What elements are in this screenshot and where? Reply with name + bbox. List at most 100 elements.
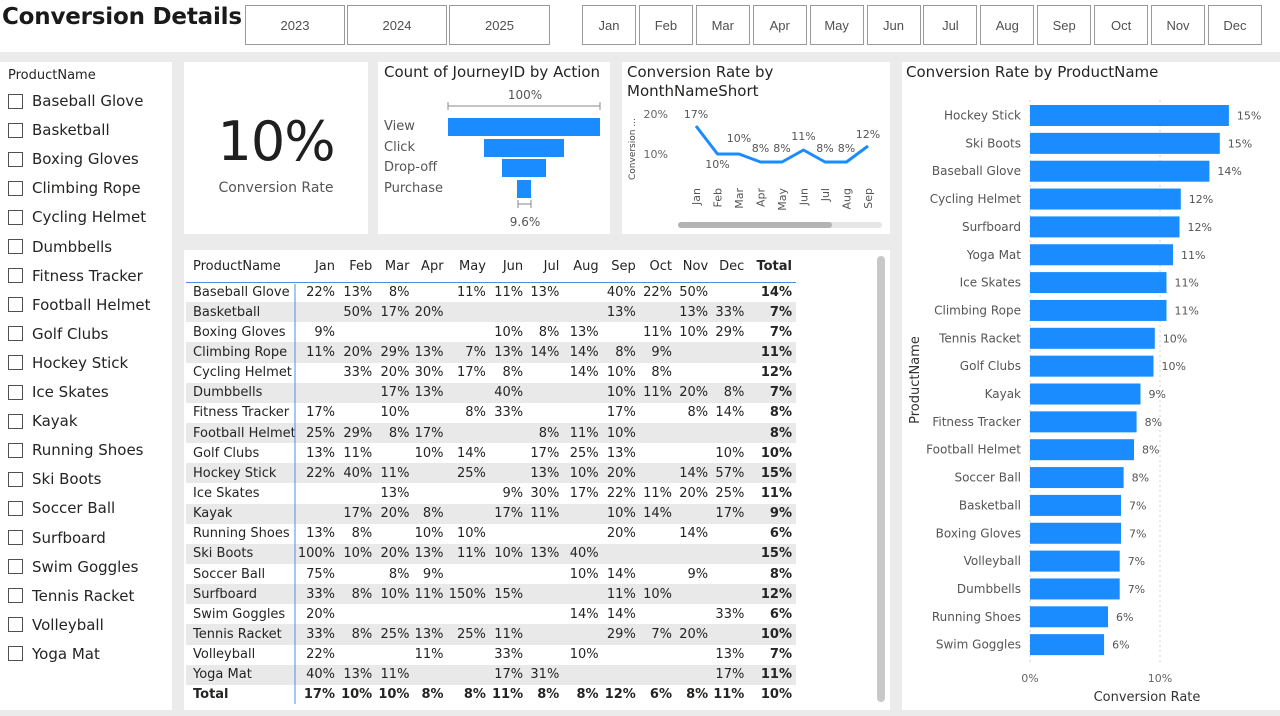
month-jul-button[interactable]: Jul — [923, 5, 978, 45]
product-option-volleyball[interactable]: Volleyball — [8, 614, 104, 636]
bar-soccer-ball[interactable] — [1030, 467, 1124, 489]
year-2025-button[interactable]: 2025 — [449, 5, 550, 45]
checkbox[interactable] — [8, 617, 23, 633]
product-option-swim-goggles[interactable]: Swim Goggles — [8, 556, 138, 578]
column-header-jul[interactable]: Jul — [543, 259, 560, 275]
bar-fitness-tracker[interactable] — [1030, 411, 1137, 433]
column-header-sep[interactable]: Sep — [611, 259, 636, 275]
product-option-basketball[interactable]: Basketball — [8, 119, 110, 141]
funnel-bar-click[interactable] — [484, 138, 564, 157]
product-option-cycling-helmet[interactable]: Cycling Helmet — [8, 206, 146, 228]
month-apr-button[interactable]: Apr — [752, 5, 807, 45]
product-option-baseball-glove[interactable]: Baseball Glove — [8, 90, 143, 112]
bar-hockey-stick[interactable] — [1030, 105, 1229, 126]
checkbox[interactable] — [8, 326, 23, 342]
bar-running-shoes[interactable] — [1030, 606, 1108, 628]
column-header-jun[interactable]: Jun — [502, 259, 524, 275]
checkbox[interactable] — [8, 384, 23, 400]
year-2023-button[interactable]: 2023 — [245, 5, 345, 45]
product-option-kayak[interactable]: Kayak — [8, 410, 78, 432]
month-may-button[interactable]: May — [809, 5, 864, 45]
checkbox[interactable] — [8, 471, 23, 487]
column-header-productname[interactable]: ProductName — [193, 259, 281, 275]
conversion-rate-line[interactable] — [694, 125, 869, 164]
month-jan-button[interactable]: Jan — [582, 5, 636, 45]
column-header-apr[interactable]: Apr — [421, 259, 444, 275]
checkbox[interactable] — [8, 239, 23, 254]
checkbox[interactable] — [8, 442, 23, 458]
product-option-fitness-tracker[interactable]: Fitness Tracker — [8, 265, 143, 287]
bar-swim-goggles[interactable] — [1030, 634, 1105, 656]
month-dec-button[interactable]: Dec — [1207, 5, 1262, 45]
bar-yoga-mat[interactable] — [1030, 244, 1173, 266]
bar-surfboard[interactable] — [1030, 216, 1180, 238]
checkbox[interactable] — [8, 180, 23, 196]
checkbox[interactable] — [8, 559, 23, 575]
checkbox[interactable] — [8, 93, 23, 109]
column-header-nov[interactable]: Nov — [682, 259, 709, 275]
bar-boxing-gloves[interactable] — [1030, 522, 1121, 544]
matrix-scrollbar[interactable] — [877, 256, 885, 702]
column-header-may[interactable]: May — [459, 259, 486, 275]
chart-scrollbar-thumb[interactable] — [678, 222, 832, 228]
bar-ski-boots[interactable] — [1030, 132, 1220, 154]
checkbox[interactable] — [8, 297, 23, 313]
product-option-golf-clubs[interactable]: Golf Clubs — [8, 323, 109, 345]
checkbox[interactable] — [8, 588, 23, 604]
bar-volleyball[interactable] — [1030, 550, 1120, 572]
product-option-tennis-racket[interactable]: Tennis Racket — [8, 585, 134, 607]
checkbox[interactable] — [8, 646, 23, 662]
product-option-football-helmet[interactable]: Football Helmet — [8, 294, 151, 316]
bar-climbing-rope[interactable] — [1030, 299, 1167, 321]
column-header-aug[interactable]: Aug — [573, 259, 599, 275]
product-option-surfboard[interactable]: Surfboard — [8, 527, 106, 549]
bar-ice-skates[interactable] — [1030, 272, 1167, 294]
total-cell: 17% — [303, 687, 335, 703]
bar-tennis-racket[interactable] — [1030, 327, 1155, 349]
checkbox[interactable] — [8, 355, 23, 371]
product-option-climbing-rope[interactable]: Climbing Rope — [8, 177, 141, 199]
year-2024-button[interactable]: 2024 — [347, 5, 447, 45]
product-option-yoga-mat[interactable]: Yoga Mat — [8, 643, 100, 665]
product-option-ice-skates[interactable]: Ice Skates — [8, 381, 109, 403]
funnel-bar-drop-off[interactable] — [501, 159, 547, 177]
month-mar-button[interactable]: Mar — [695, 5, 750, 45]
product-option-soccer-ball[interactable]: Soccer Ball — [8, 497, 115, 519]
funnel-bar-purchase[interactable] — [516, 179, 532, 198]
bar-basketball[interactable] — [1030, 494, 1121, 516]
checkbox[interactable] — [8, 268, 23, 284]
x-tick-label: Jan — [690, 188, 703, 206]
data-label: 15% — [1228, 137, 1252, 150]
bar-dumbbells[interactable] — [1030, 578, 1120, 600]
bar-golf-clubs[interactable] — [1030, 355, 1154, 377]
table-row: Cycling Helmet 33% 20% 30% 17% 8% 14% 10% 8% 12% — [186, 363, 796, 383]
checkbox[interactable] — [8, 500, 23, 516]
column-header-oct[interactable]: Oct — [649, 259, 672, 275]
column-header-feb[interactable]: Feb — [349, 259, 373, 275]
month-feb-button[interactable]: Feb — [638, 5, 693, 45]
month-nov-button[interactable]: Nov — [1151, 5, 1205, 45]
bar-cycling-helmet[interactable] — [1030, 188, 1181, 210]
product-option-dumbbells[interactable]: Dumbbells — [8, 236, 112, 258]
column-header-total[interactable]: Total — [756, 259, 792, 275]
month-jun-button[interactable]: Jun — [866, 5, 921, 45]
checkbox[interactable] — [8, 530, 23, 545]
product-option-hockey-stick[interactable]: Hockey Stick — [8, 352, 128, 374]
checkbox[interactable] — [8, 209, 23, 225]
month-aug-button[interactable]: Aug — [980, 5, 1035, 45]
checkbox[interactable] — [8, 122, 23, 138]
bar-baseball-glove[interactable] — [1030, 160, 1210, 182]
column-header-jan[interactable]: Jan — [314, 259, 335, 275]
product-option-running-shoes[interactable]: Running Shoes — [8, 439, 143, 461]
checkbox[interactable] — [8, 413, 23, 429]
checkbox[interactable] — [8, 151, 23, 167]
bar-kayak[interactable] — [1030, 383, 1141, 405]
product-option-ski-boots[interactable]: Ski Boots — [8, 468, 102, 490]
bar-football-helmet[interactable] — [1030, 439, 1134, 461]
month-sep-button[interactable]: Sep — [1037, 5, 1092, 45]
column-header-dec[interactable]: Dec — [719, 259, 745, 275]
funnel-bar-view[interactable] — [448, 118, 600, 136]
month-oct-button[interactable]: Oct — [1094, 5, 1149, 45]
column-header-mar[interactable]: Mar — [384, 259, 410, 275]
product-option-boxing-gloves[interactable]: Boxing Gloves — [8, 148, 139, 170]
